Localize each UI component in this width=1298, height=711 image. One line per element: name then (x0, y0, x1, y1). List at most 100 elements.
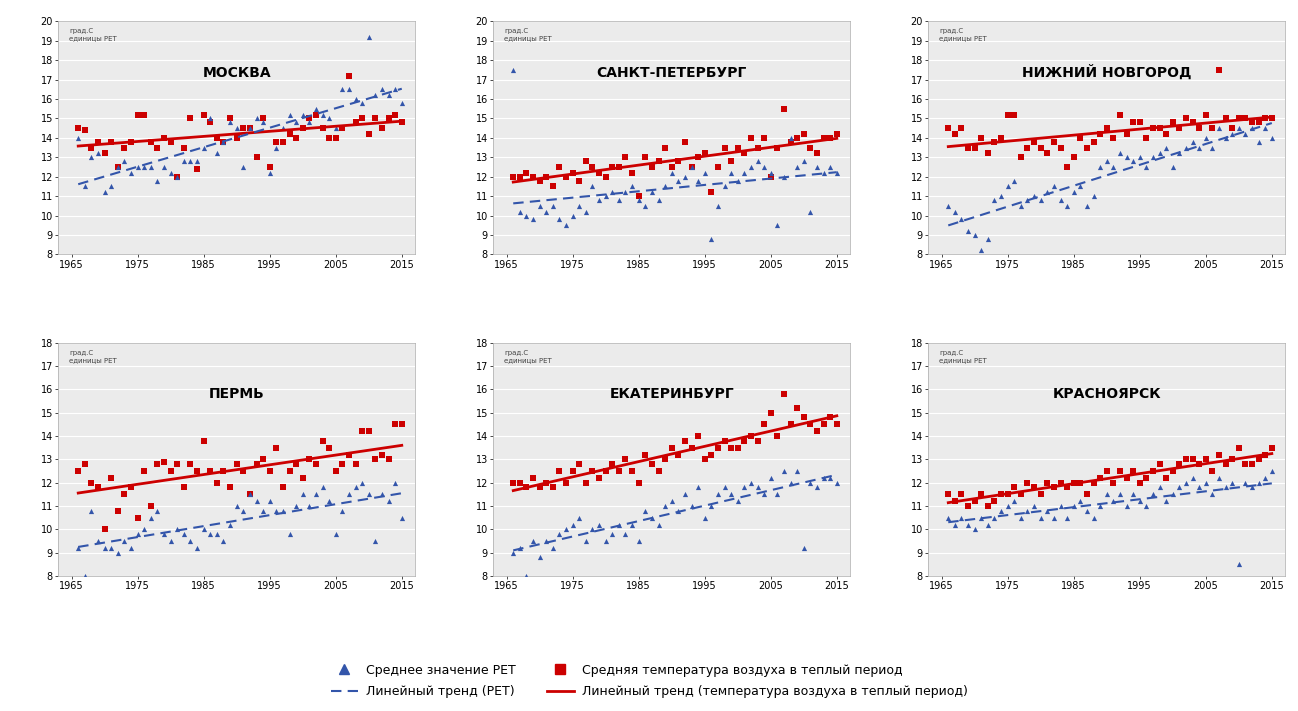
Point (727, 175, 748, 186)
Point (286, 132, 306, 144)
Point (517, 167, 537, 178)
Point (206, 477, 227, 488)
Point (727, 142, 748, 154)
Point (1208, 64, 1229, 75)
Point (1011, 512, 1032, 523)
Point (1208, 472, 1229, 483)
Point (761, 472, 781, 483)
Point (1163, 161, 1184, 173)
Point (793, 156, 814, 167)
Point (1090, 472, 1111, 483)
Point (556, 220, 576, 231)
Point (1103, 477, 1124, 488)
Point (1057, 161, 1077, 173)
Point (1063, 151, 1084, 163)
Point (1155, 142, 1176, 154)
Point (543, 481, 563, 493)
Point (800, 142, 820, 154)
Point (754, 132, 775, 144)
Point (180, 535, 201, 547)
Point (193, 142, 214, 154)
Text: град.С
единицы РЕТ: град.С единицы РЕТ (69, 28, 117, 41)
Point (299, 117, 319, 128)
Point (305, 109, 326, 120)
Point (1083, 477, 1103, 488)
Point (814, 132, 835, 144)
Point (266, 442, 287, 454)
Point (714, 481, 735, 493)
Point (1262, 466, 1282, 477)
Point (352, 97, 373, 109)
Point (213, 136, 234, 147)
Point (767, 142, 788, 154)
Point (1163, 488, 1184, 500)
Point (641, 459, 662, 470)
Point (292, 472, 313, 483)
Point (662, 496, 683, 507)
Point (1116, 501, 1137, 512)
Point (1116, 472, 1137, 483)
Point (1003, 481, 1024, 493)
Point (596, 171, 617, 182)
Point (378, 113, 398, 124)
Point (247, 113, 267, 124)
Point (977, 233, 998, 245)
Point (596, 466, 617, 477)
Point (990, 488, 1011, 500)
Point (1037, 477, 1058, 488)
Point (74, 124, 95, 136)
Point (615, 454, 636, 465)
Point (378, 454, 398, 465)
Point (1228, 442, 1249, 454)
Point (1044, 512, 1064, 523)
Point (134, 161, 154, 173)
Point (1163, 466, 1184, 477)
Point (1024, 191, 1045, 202)
Point (523, 171, 544, 182)
Point (1255, 449, 1276, 461)
Point (127, 528, 148, 540)
Point (206, 528, 227, 540)
Point (964, 523, 985, 535)
Point (134, 523, 154, 535)
Point (662, 442, 683, 454)
Point (543, 181, 563, 192)
Point (1215, 113, 1236, 124)
Point (984, 136, 1005, 147)
Point (1129, 151, 1150, 163)
Point (509, 206, 530, 218)
Point (997, 109, 1018, 120)
Point (1097, 488, 1118, 500)
Point (787, 161, 807, 173)
Point (662, 161, 683, 173)
Point (654, 142, 675, 154)
Point (523, 535, 544, 547)
Point (1169, 481, 1190, 493)
Point (1031, 142, 1051, 154)
Point (602, 161, 623, 173)
Point (582, 466, 602, 477)
Point (299, 454, 319, 465)
Point (88, 535, 109, 547)
Point (800, 419, 820, 430)
Point (286, 501, 306, 512)
Point (153, 528, 174, 540)
Point (780, 136, 801, 147)
Point (668, 505, 689, 516)
Point (160, 535, 180, 547)
Point (253, 505, 274, 516)
Point (213, 466, 234, 477)
Point (774, 466, 794, 477)
Point (1242, 122, 1263, 134)
Point (701, 233, 722, 245)
Point (754, 419, 775, 430)
Point (292, 488, 313, 500)
Point (977, 519, 998, 530)
Point (1176, 454, 1197, 465)
Point (74, 181, 95, 192)
Point (727, 442, 748, 454)
Point (958, 142, 979, 154)
Point (219, 519, 240, 530)
Point (971, 488, 992, 500)
Point (1136, 132, 1157, 144)
